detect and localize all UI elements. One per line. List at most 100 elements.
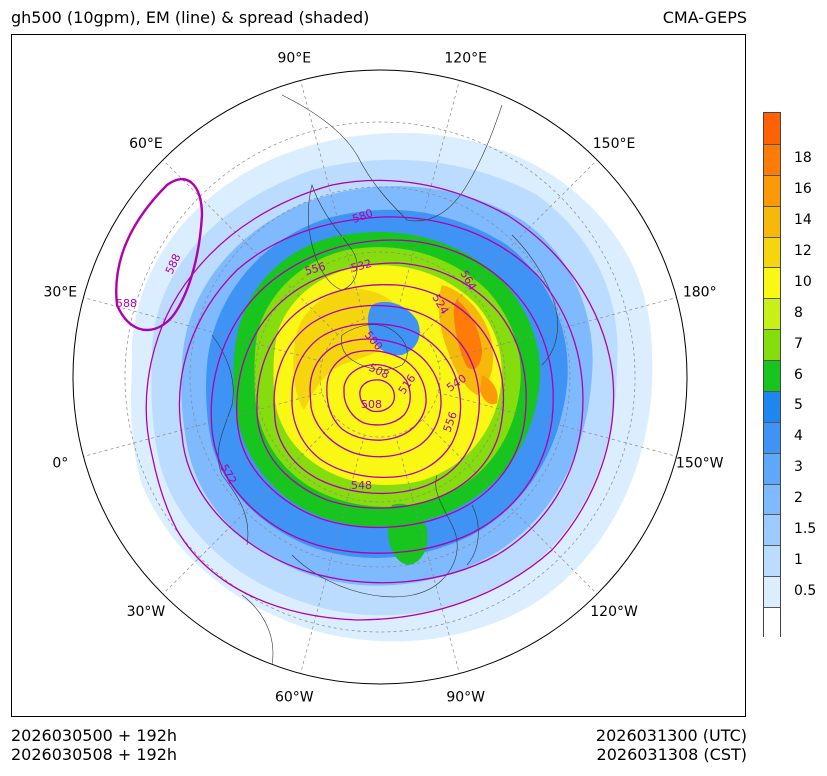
colorbar-segment xyxy=(764,576,780,608)
longitude-label: 150°E xyxy=(593,136,636,152)
colorbar-segment xyxy=(764,545,780,577)
colorbar-segment xyxy=(764,607,780,638)
chart-title: gh500 (10gpm), EM (line) & spread (shade… xyxy=(11,8,370,27)
longitude-label: 90°W xyxy=(446,690,485,706)
colorbar-segment xyxy=(764,452,780,484)
colorbar-segment xyxy=(764,483,780,515)
latitude-circle-40 xyxy=(189,186,571,568)
contour-line-564 xyxy=(236,262,527,529)
meridian-line xyxy=(83,392,323,457)
colorbar-tick-label: 3 xyxy=(794,459,803,476)
longitude-label: 60°W xyxy=(275,690,314,706)
colorbar-tick-label: 4 xyxy=(794,428,803,445)
longitude-label: 180° xyxy=(683,284,717,300)
colorbar-segment xyxy=(764,143,780,175)
meridian-line xyxy=(395,434,460,674)
meridian-line xyxy=(300,434,365,674)
colorbar xyxy=(763,112,781,638)
longitude-label: 150°W xyxy=(676,456,724,472)
contour-line-532 xyxy=(309,338,442,458)
colorbar-segment xyxy=(764,329,780,361)
longitude-label-group: 60°W 90°W 120°W 150°W 180° 150°E 120°E 90°E 60°E… xyxy=(43,50,723,705)
meridian-lines xyxy=(83,80,677,674)
longitude-label: 90°E xyxy=(277,50,311,66)
meridian-line xyxy=(437,297,677,362)
contour-line-508 xyxy=(359,379,396,413)
latitude-circle-20 xyxy=(124,121,636,633)
contour-line-580 xyxy=(178,216,584,584)
coast-north-america xyxy=(281,94,503,222)
init-time-block: 2026030500 + 192h 2026030508 + 192h xyxy=(11,726,177,764)
colorbar-tick-label: 12 xyxy=(794,242,812,259)
colorbar-segment xyxy=(764,514,780,546)
colorbar-tick-label: 5 xyxy=(794,397,803,414)
coast-asia xyxy=(291,474,458,598)
map-panel: 588 588 580 564 556 532 524 500 508 516 … xyxy=(11,34,746,717)
longitude-label: 120°E xyxy=(444,50,487,66)
colorbar-tick-label: 18 xyxy=(794,150,812,167)
init-time-utc: 2026030500 + 192h xyxy=(11,726,178,745)
spread-area-pole xyxy=(367,301,420,356)
meridian-line xyxy=(395,80,460,320)
colorbar-tick-label: 6 xyxy=(794,366,803,383)
colorbar-tick-label: 8 xyxy=(794,304,803,321)
colorbar-segment xyxy=(764,205,780,237)
contour-line-588-outer xyxy=(145,179,615,621)
coast-india xyxy=(241,594,274,666)
colorbar-tick-label: 2 xyxy=(794,490,803,507)
latitude-circle-80 xyxy=(319,316,441,438)
meridian-line xyxy=(162,419,338,595)
meridian-line xyxy=(437,392,677,457)
colorbar-segment xyxy=(764,174,780,206)
longitude-label: 120°W xyxy=(590,604,638,620)
colorbar-tick-label: 1 xyxy=(794,551,803,568)
model-name: CMA-GEPS xyxy=(662,8,747,27)
polar-map: 588 588 580 564 556 532 524 500 508 516 … xyxy=(43,50,723,705)
longitude-label: 30°E xyxy=(43,284,77,300)
contour-line-524 xyxy=(326,350,427,441)
colorbar-tick-label: 10 xyxy=(794,273,812,290)
colorbar-segment xyxy=(764,267,780,299)
longitude-label: 30°W xyxy=(127,604,166,620)
valid-time-utc: 2026031300 (UTC) xyxy=(595,726,747,745)
meridian-line xyxy=(422,419,598,595)
contour-line-572 xyxy=(210,239,554,554)
longitude-label: 0° xyxy=(52,456,68,472)
colorbar-tick-label: 16 xyxy=(794,181,812,198)
colorbar-segment xyxy=(764,298,780,330)
contour-line-516 xyxy=(343,363,411,426)
colorbar-segment xyxy=(764,390,780,422)
coast-japan xyxy=(466,504,479,566)
contour-label: 532 xyxy=(349,257,373,275)
contour-line-556 xyxy=(256,284,505,509)
colorbar-tick-label: 0.5 xyxy=(794,582,817,599)
longitude-label: 60°E xyxy=(129,136,163,152)
valid-time-block: 2026031300 (UTC) 2026031308 (CST) xyxy=(596,726,747,764)
coast-alaska xyxy=(511,234,558,366)
colorbar-segment xyxy=(764,421,780,453)
contour-label: 556 xyxy=(303,260,327,278)
colorbar-tick-label: 14 xyxy=(794,212,812,229)
colorbar-segment xyxy=(764,113,780,144)
height-contours xyxy=(115,178,615,621)
spread-shading xyxy=(131,132,653,642)
colorbar-tick-label: 7 xyxy=(794,335,803,352)
colorbar-segment xyxy=(764,360,780,391)
contour-line-548 xyxy=(273,304,480,495)
graticule xyxy=(83,80,677,674)
meridian-line xyxy=(300,80,365,320)
meridian-line xyxy=(422,159,598,335)
colorbar-segment xyxy=(764,236,780,268)
meridian-line xyxy=(83,297,323,362)
contour-label: 508 xyxy=(361,398,382,411)
contour-label: 588 xyxy=(116,297,137,310)
contour-line-540 xyxy=(291,323,462,479)
latitude-circle-60 xyxy=(254,251,506,503)
spread-area-16 xyxy=(480,375,498,405)
coast-siberia xyxy=(341,324,408,370)
colorbar-tick-label: 1.5 xyxy=(794,520,817,537)
contour-label: 548 xyxy=(351,479,372,492)
map-boundary-circle xyxy=(72,69,688,685)
init-time-cst: 2026030508 + 192h xyxy=(11,745,178,764)
valid-time-cst: 2026031308 (CST) xyxy=(596,745,747,764)
